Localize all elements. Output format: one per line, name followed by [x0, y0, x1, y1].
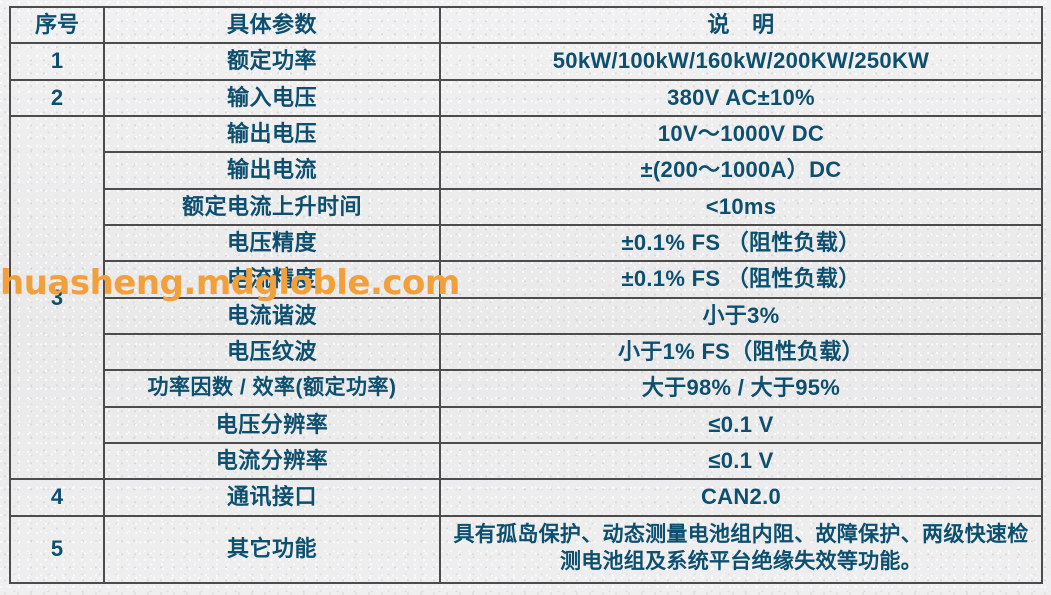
cell-desc: CAN2.0 — [439, 478, 1043, 517]
cell-param: 通讯接口 — [103, 478, 441, 517]
cell-desc: ±(200～1000A）DC — [439, 151, 1043, 190]
table-row: 电压精度 ±0.1% FS （阻性负载） — [10, 223, 1043, 263]
cell-desc: ±0.1% FS （阻性负载） — [439, 223, 1043, 263]
table-row: 电压分辨率 ≤0.1 V — [10, 405, 1043, 444]
cell-param: 输出电流 — [103, 151, 441, 190]
table-header-row: 序号 具体参数 说 明 — [9, 5, 1043, 45]
cell-desc: 小于1% FS（阻性负载） — [439, 332, 1043, 372]
table-row: 电流谐波 小于3% — [10, 296, 1043, 335]
cell-param: 输出电压 — [103, 114, 441, 154]
cell-param: 额定电流上升时间 — [103, 187, 441, 226]
specification-table-container: 序号 具体参数 说 明 1 额定功率 50kW/100kW/160kW/200K… — [9, 5, 1043, 585]
table-row: 额定电流上升时间 <10ms — [10, 187, 1043, 226]
cell-desc: ±0.1% FS （阻性负载） — [439, 260, 1043, 299]
specification-table: 序号 具体参数 说 明 1 额定功率 50kW/100kW/160kW/200K… — [9, 5, 1043, 585]
table-row: 3 输出电压 10V～1000V DC — [9, 114, 1043, 481]
cell-param: 输入电压 — [103, 78, 441, 117]
cell-no: 1 — [9, 42, 105, 81]
cell-param: 电压精度 — [103, 223, 441, 263]
table-row: 2 输入电压 380V AC±10% — [9, 78, 1043, 117]
cell-desc: 具有孤岛保护、动态测量电池组内阻、故障保护、两级快速检测电池组及系统平台绝缘失效… — [439, 514, 1043, 585]
cell-param: 电流分辨率 — [103, 441, 441, 481]
cell-param: 电流精度 — [103, 260, 441, 299]
table-row: 电流精度 ±0.1% FS （阻性负载） — [10, 260, 1043, 299]
table-row: 功率因数 / 效率(额定功率) 大于98% / 大于95% — [10, 369, 1043, 408]
header-cell-param: 具体参数 — [103, 5, 441, 45]
header-cell-no: 序号 — [9, 5, 105, 45]
cell-no: 2 — [9, 78, 105, 117]
cell-param: 电压纹波 — [103, 332, 441, 372]
cell-desc: 小于3% — [439, 296, 1043, 335]
cell-param: 额定功率 — [103, 42, 441, 81]
cell-param: 电流谐波 — [103, 296, 441, 335]
table-row: 电流分辨率 ≤0.1 V — [10, 441, 1043, 481]
cell-no-merged: 3 — [9, 114, 105, 481]
cell-desc: 10V～1000V DC — [439, 114, 1043, 154]
table-row: 5 其它功能 具有孤岛保护、动态测量电池组内阻、故障保护、两级快速检测电池组及系… — [9, 514, 1043, 585]
cell-desc: <10ms — [439, 187, 1043, 226]
cell-param: 其它功能 — [103, 514, 441, 585]
cell-desc: 380V AC±10% — [439, 78, 1043, 117]
table-row: 4 通讯接口 CAN2.0 — [9, 478, 1043, 517]
cell-desc: 大于98% / 大于95% — [439, 369, 1043, 408]
cell-no: 4 — [9, 478, 105, 517]
cell-param: 电压分辨率 — [103, 405, 441, 444]
cell-param: 功率因数 / 效率(额定功率) — [103, 369, 441, 408]
header-cell-desc: 说 明 — [439, 5, 1043, 45]
cell-no: 5 — [9, 514, 105, 585]
table-row: 1 额定功率 50kW/100kW/160kW/200KW/250KW — [9, 42, 1043, 81]
cell-desc: ≤0.1 V — [439, 405, 1043, 444]
cell-desc: 50kW/100kW/160kW/200KW/250KW — [439, 42, 1043, 81]
table-row: 电压纹波 小于1% FS（阻性负载） — [10, 332, 1043, 372]
cell-desc: ≤0.1 V — [439, 441, 1043, 481]
table-row: 输出电流 ±(200～1000A）DC — [10, 151, 1043, 190]
